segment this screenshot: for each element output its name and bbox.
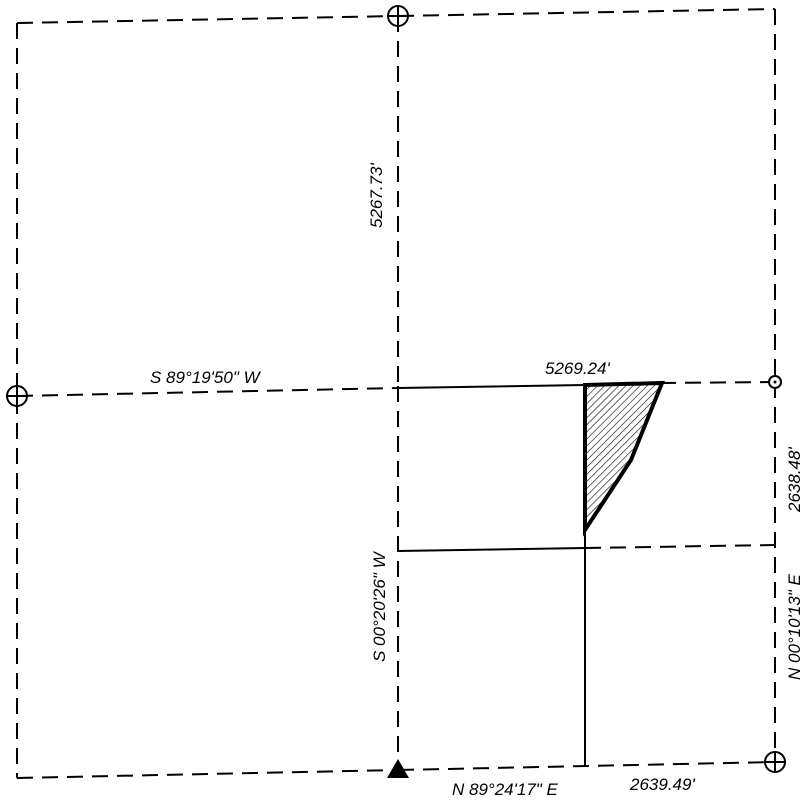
bearing-bottom-label: N 89°24'17" E (452, 780, 559, 799)
east-west-quarter-line-solid (397, 384, 586, 389)
south-line-west (16, 769, 399, 779)
quarter-lines (16, 16, 776, 771)
bearing-east-vertical-label: N 00°10'13" E (785, 573, 804, 680)
north-line (16, 15, 399, 24)
east-west-quarter-line-east (659, 381, 776, 384)
small-circle-dot (773, 380, 777, 384)
distance-north-vertical-label: 5267.73' (367, 163, 386, 228)
circle-cross-icon (387, 5, 409, 27)
bearing-center-vertical-label: S 00°20'26" W (370, 550, 389, 662)
quarter-corner-icon (768, 375, 782, 389)
distance-bottom-label: 2639.49' (629, 775, 695, 794)
sixteenth-line-solid (397, 547, 586, 552)
filled-triangle-icon (387, 759, 409, 778)
bearing-middle-west-label: S 89°19'50" W (150, 368, 262, 387)
sixteenth-line-dashed (584, 544, 776, 549)
circle-cross-icon (764, 751, 786, 773)
east-west-quarter-line-west (16, 387, 399, 397)
hatched-parcel (583, 380, 665, 537)
south-line-east (397, 761, 776, 771)
circle-cross-icon (6, 385, 28, 407)
distance-top-label: 5269.24' (545, 359, 610, 378)
north-line-east (397, 8, 776, 17)
distance-east-vertical-label: 2638.48' (785, 447, 804, 513)
section-corner-icon (6, 5, 786, 773)
